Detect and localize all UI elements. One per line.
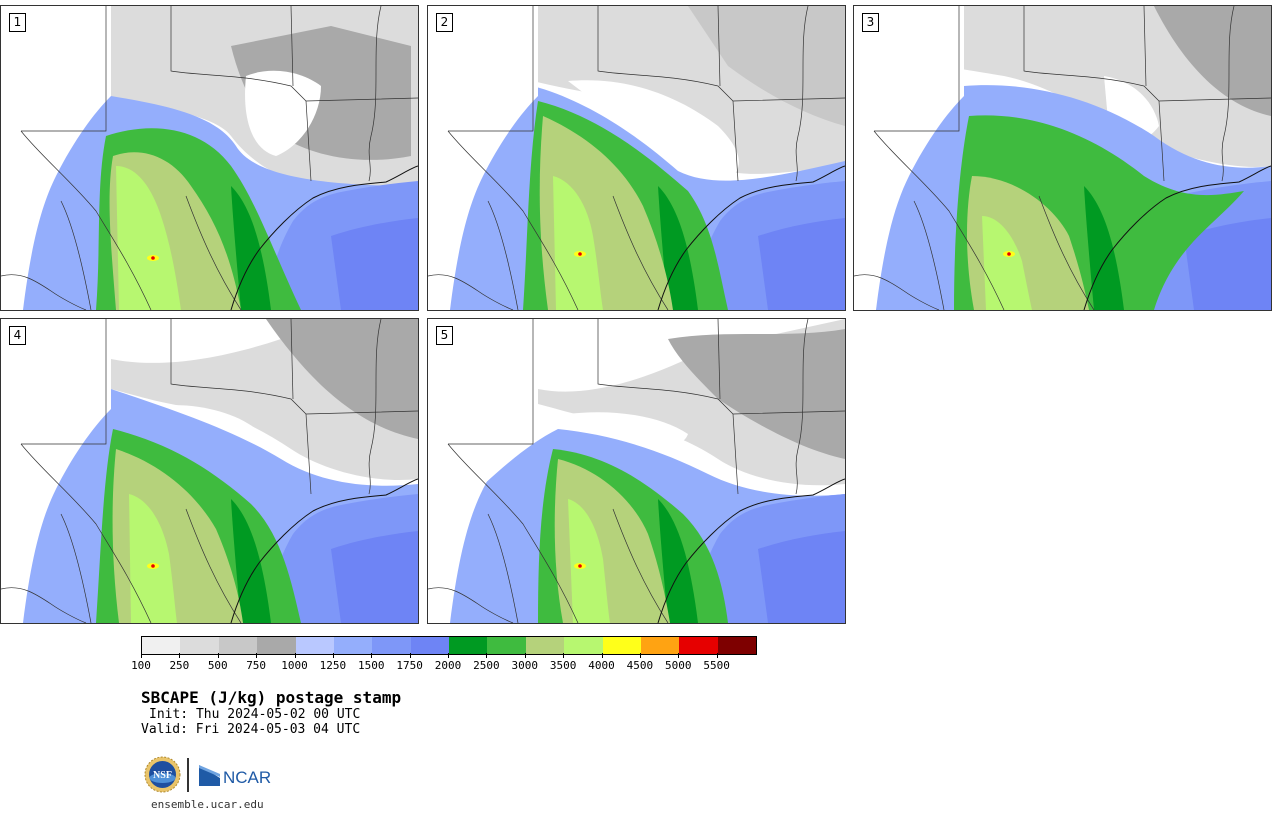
logo-divider — [187, 758, 189, 792]
colorbar-tick-label: 500 — [207, 659, 228, 672]
plot-title: SBCAPE (J/kg) postage stamp — [141, 688, 402, 707]
website-url: ensemble.ucar.edu — [151, 798, 264, 811]
colorbar-tick-label: 250 — [169, 659, 190, 672]
ensemble-member-map-1: 1 — [0, 5, 419, 311]
colorbar-tick — [409, 653, 411, 658]
valid-time-text: Valid: Fri 2024-05-03 04 UTC — [141, 722, 361, 737]
colorbar-segment — [564, 637, 603, 654]
nsf-logo-text: NSF — [153, 770, 172, 781]
ncar-logo-text: NCAR — [223, 768, 271, 787]
colorbar-segment — [487, 637, 526, 654]
colorbar-tick-label: 100 — [131, 659, 151, 672]
colorbar-tick — [486, 653, 488, 658]
colorbar-tick-label: 3500 — [549, 659, 577, 672]
colorbar-tick-label: 2000 — [434, 659, 462, 672]
colorbar-segment — [333, 637, 373, 654]
cape-field-map — [428, 319, 845, 623]
colorbar-tick-label: 1500 — [358, 659, 385, 672]
colorbar-tick — [716, 653, 718, 658]
member-number-badge: 2 — [436, 13, 453, 32]
colorbar-tick — [563, 653, 565, 658]
member-number-badge: 5 — [436, 326, 453, 345]
nsf-logo: NSF — [144, 756, 181, 793]
cape-field-map — [854, 6, 1271, 310]
member-number-badge: 1 — [9, 13, 26, 32]
colorbar-segment — [717, 637, 756, 654]
colorbar-tick — [678, 653, 680, 658]
colorbar-segment — [449, 637, 488, 654]
ensemble-member-map-4: 4 — [0, 318, 419, 624]
colorbar-segment — [525, 637, 565, 654]
colorbar-tick-label: 1000 — [281, 659, 308, 672]
ncar-logo: NCAR — [199, 765, 271, 787]
colorbar-tick — [141, 653, 142, 658]
colorbar-segment — [372, 637, 411, 654]
init-time-text: Init: Thu 2024-05-02 00 UTC — [149, 707, 361, 722]
colorbar-tick — [217, 653, 219, 658]
colorbar-segment — [180, 637, 219, 654]
colorbar-tick-label: 1250 — [319, 659, 347, 672]
colorbar-tick — [294, 653, 296, 658]
colorbar-tick-label: 4500 — [626, 659, 654, 672]
cape-field-map — [428, 6, 845, 310]
colorbar-tick-label: 5500 — [703, 659, 730, 672]
colorbar-tick — [448, 653, 449, 658]
colorbar-tick — [524, 653, 526, 658]
colorbar-tick-labels: 100 250 500 750 1000 1250 1500 1750 2000 2500 3000… — [131, 653, 755, 673]
cape-field-map — [1, 6, 418, 310]
member-number-badge: 3 — [862, 13, 879, 32]
colorbar-tick — [601, 653, 603, 658]
sbcape-colorbar — [141, 636, 757, 655]
cape-field-map — [1, 319, 418, 623]
colorbar-tick-label: 1750 — [396, 659, 423, 672]
colorbar-tick-label: 5000 — [665, 659, 692, 672]
colorbar-segment — [295, 637, 334, 654]
colorbar-segment — [218, 637, 258, 654]
colorbar-segment — [602, 637, 641, 654]
colorbar-segment — [142, 637, 181, 654]
colorbar-segment — [679, 637, 718, 654]
colorbar-tick-label: 2500 — [473, 659, 500, 672]
colorbar-segment — [257, 637, 296, 654]
ensemble-member-map-3: 3 — [853, 5, 1272, 311]
colorbar-tick — [371, 653, 373, 658]
colorbar-tick — [332, 653, 334, 658]
colorbar-tick-label: 3000 — [511, 659, 539, 672]
colorbar-tick-label: 750 — [246, 659, 267, 672]
colorbar-tick — [256, 653, 258, 658]
colorbar-tick — [639, 653, 641, 658]
colorbar-tick-label: 4000 — [588, 659, 615, 672]
ensemble-member-map-2: 2 — [427, 5, 846, 311]
ensemble-member-map-5: 5 — [427, 318, 846, 624]
colorbar-segment — [410, 637, 449, 654]
colorbar-tick — [179, 653, 181, 658]
member-number-badge: 4 — [9, 326, 26, 345]
colorbar-segment — [640, 637, 680, 654]
